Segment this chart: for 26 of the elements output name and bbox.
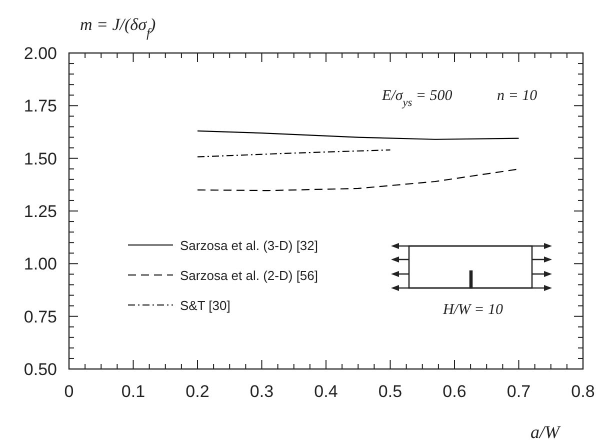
x-tick-label: 0.8	[571, 382, 595, 401]
x-axis-title: a/W	[530, 422, 562, 442]
y-tick-label: 2.00	[24, 44, 57, 63]
x-tick-label: 0.4	[314, 382, 338, 401]
y-tick-label: 0.75	[24, 307, 57, 326]
annotation: n = 10	[497, 88, 538, 104]
x-tick-label: 0.2	[186, 382, 210, 401]
x-tick-label: 0.5	[378, 382, 402, 401]
x-tick-label: 0.3	[250, 382, 274, 401]
x-tick-label: 0.6	[442, 382, 466, 401]
x-tick-label: 0.1	[121, 382, 146, 401]
line-series	[196, 130, 520, 140]
annotation: E/σ$_{ys}$ = 500	[381, 88, 453, 109]
x-tick-label: 0.7	[506, 382, 531, 401]
y-tick-label: 1.00	[24, 254, 57, 274]
legend-label: Sarzosa et al. (3-D) [32]	[180, 238, 318, 253]
legend-label: S&T [30]	[180, 298, 230, 313]
x-tick-label: 0	[64, 382, 74, 401]
annotation: H/W = 10	[442, 302, 504, 318]
legend-label: Sarzosa et al. (2-D) [56]	[180, 268, 318, 283]
y-tick-label: 0.50	[24, 360, 57, 379]
y-axis-title: m = J/(δσ$_{f}$)	[80, 15, 156, 40]
y-tick-label: 1.50	[24, 149, 57, 168]
line-series	[196, 168, 520, 192]
y-tick-label: 1.25	[24, 202, 57, 221]
y-tick-label: 1.75	[24, 96, 57, 116]
